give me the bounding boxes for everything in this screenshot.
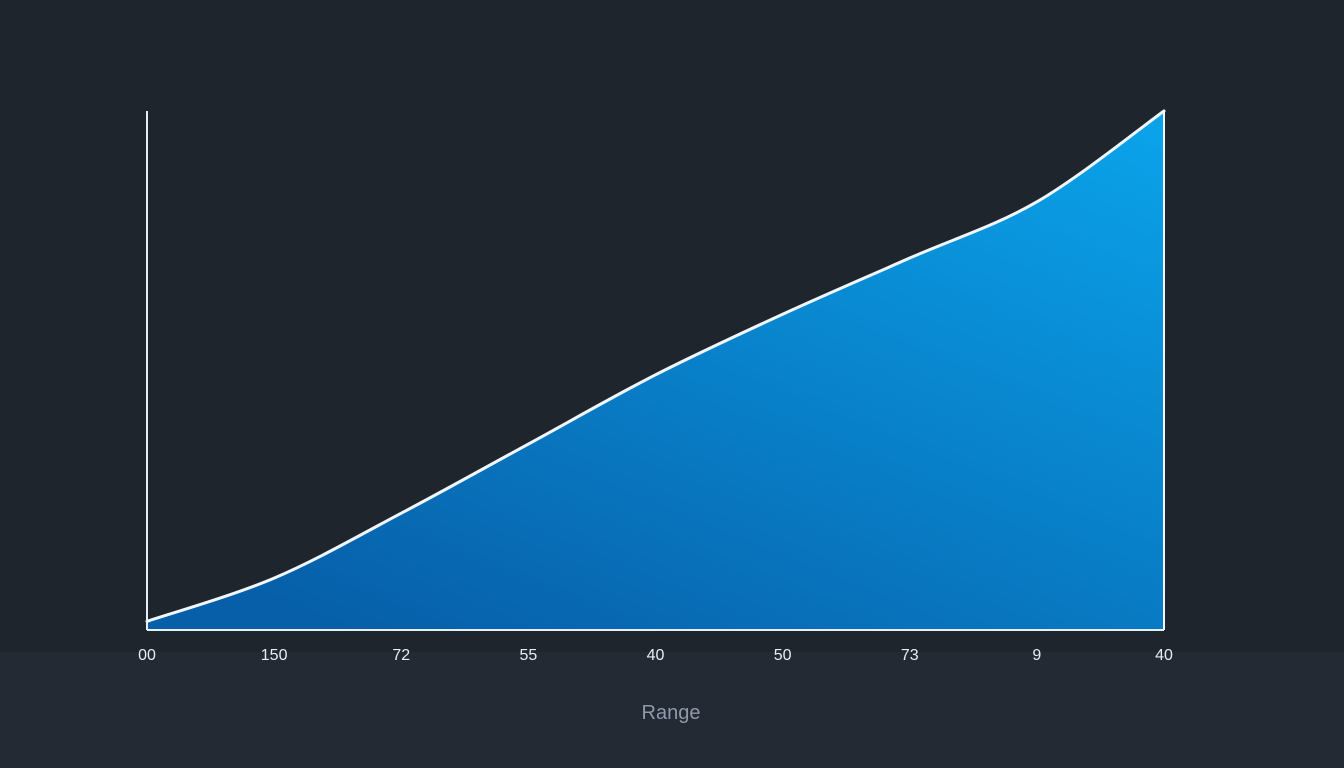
- x-tick-label: 40: [1155, 647, 1173, 664]
- x-tick-label: 9: [1032, 647, 1041, 664]
- x-tick-label: 150: [261, 647, 288, 664]
- x-tick-labels: 00 150 72 55 40 50 73 9 40: [138, 647, 1173, 664]
- series-line: [145, 109, 1166, 623]
- x-axis-title: Range: [642, 702, 701, 724]
- x-tick-label: 00: [138, 647, 156, 664]
- x-tick-label: 40: [647, 647, 665, 664]
- x-tick-label: 50: [774, 647, 792, 664]
- x-axis-band: [0, 652, 1344, 768]
- area-fill: [147, 111, 1164, 630]
- x-tick-label: 73: [901, 647, 919, 664]
- x-tick-label: 55: [519, 647, 537, 664]
- x-tick-label: 72: [392, 647, 410, 664]
- chart-marks: [145, 109, 1166, 630]
